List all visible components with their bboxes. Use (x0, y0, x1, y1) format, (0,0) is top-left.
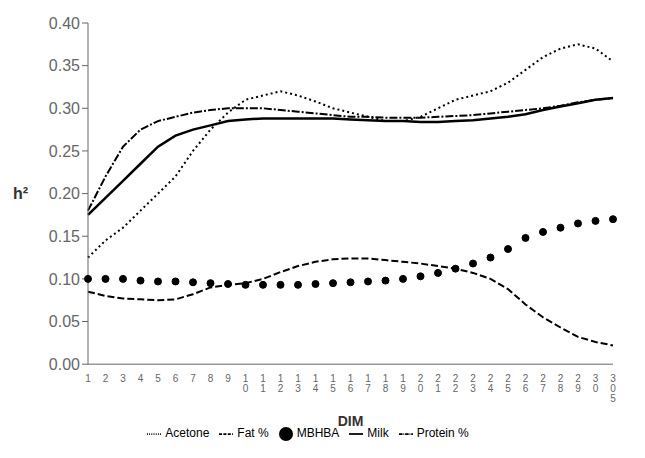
svg-text:14: 14 (313, 373, 319, 394)
svg-text:0.30: 0.30 (49, 100, 80, 117)
svg-text:h²: h² (13, 185, 28, 202)
html-text:Milk: Milk (367, 426, 389, 441)
html-text:MBHBA: MBHBA (296, 426, 340, 441)
svg-text:0.35: 0.35 (49, 57, 80, 74)
svg-text:28: 28 (558, 373, 564, 394)
svg-text:29: 29 (575, 373, 581, 394)
svg-text:19: 19 (400, 373, 406, 394)
svg-text:0.05: 0.05 (49, 313, 80, 330)
svg-text:27: 27 (540, 373, 546, 394)
svg-text:3: 3 (120, 373, 126, 384)
svg-text:8: 8 (208, 373, 214, 384)
svg-text:0.15: 0.15 (49, 228, 80, 245)
svg-text:11: 11 (260, 373, 266, 394)
html-text:Acetone: Acetone (165, 426, 210, 441)
svg-text:7: 7 (190, 373, 196, 384)
svg-text:10: 10 (243, 373, 249, 394)
svg-text:26: 26 (523, 373, 529, 394)
svg-text:0.25: 0.25 (49, 143, 80, 160)
svg-text:9: 9 (225, 373, 231, 384)
svg-text:13: 13 (295, 373, 301, 394)
svg-text:0.20: 0.20 (49, 185, 80, 202)
svg-text:5: 5 (155, 373, 161, 384)
svg-text:DIM: DIM (338, 413, 364, 429)
svg-text:6: 6 (173, 373, 179, 384)
html-text:Protein %: Protein % (416, 426, 469, 441)
svg-text:23: 23 (470, 373, 476, 394)
svg-text:305: 305 (610, 373, 616, 404)
svg-text:0.40: 0.40 (49, 15, 80, 32)
svg-text:25: 25 (505, 373, 511, 394)
svg-text:12: 12 (278, 373, 284, 394)
svg-text:2: 2 (103, 373, 109, 384)
svg-text:21: 21 (435, 373, 441, 394)
svg-text:16: 16 (348, 373, 354, 394)
svg-text:24: 24 (488, 373, 494, 394)
svg-text:22: 22 (453, 373, 459, 394)
svg-text:4: 4 (138, 373, 144, 384)
svg-text:0.10: 0.10 (49, 271, 80, 288)
svg-text:20: 20 (418, 373, 424, 394)
svg-text:1: 1 (85, 373, 91, 384)
svg-text:30: 30 (593, 373, 599, 394)
svg-text:15: 15 (330, 373, 336, 394)
svg-text:18: 18 (383, 373, 389, 394)
html-text:Fat %: Fat % (237, 426, 269, 441)
svg-text:17: 17 (365, 373, 371, 394)
svg-text:0.00: 0.00 (49, 356, 80, 373)
